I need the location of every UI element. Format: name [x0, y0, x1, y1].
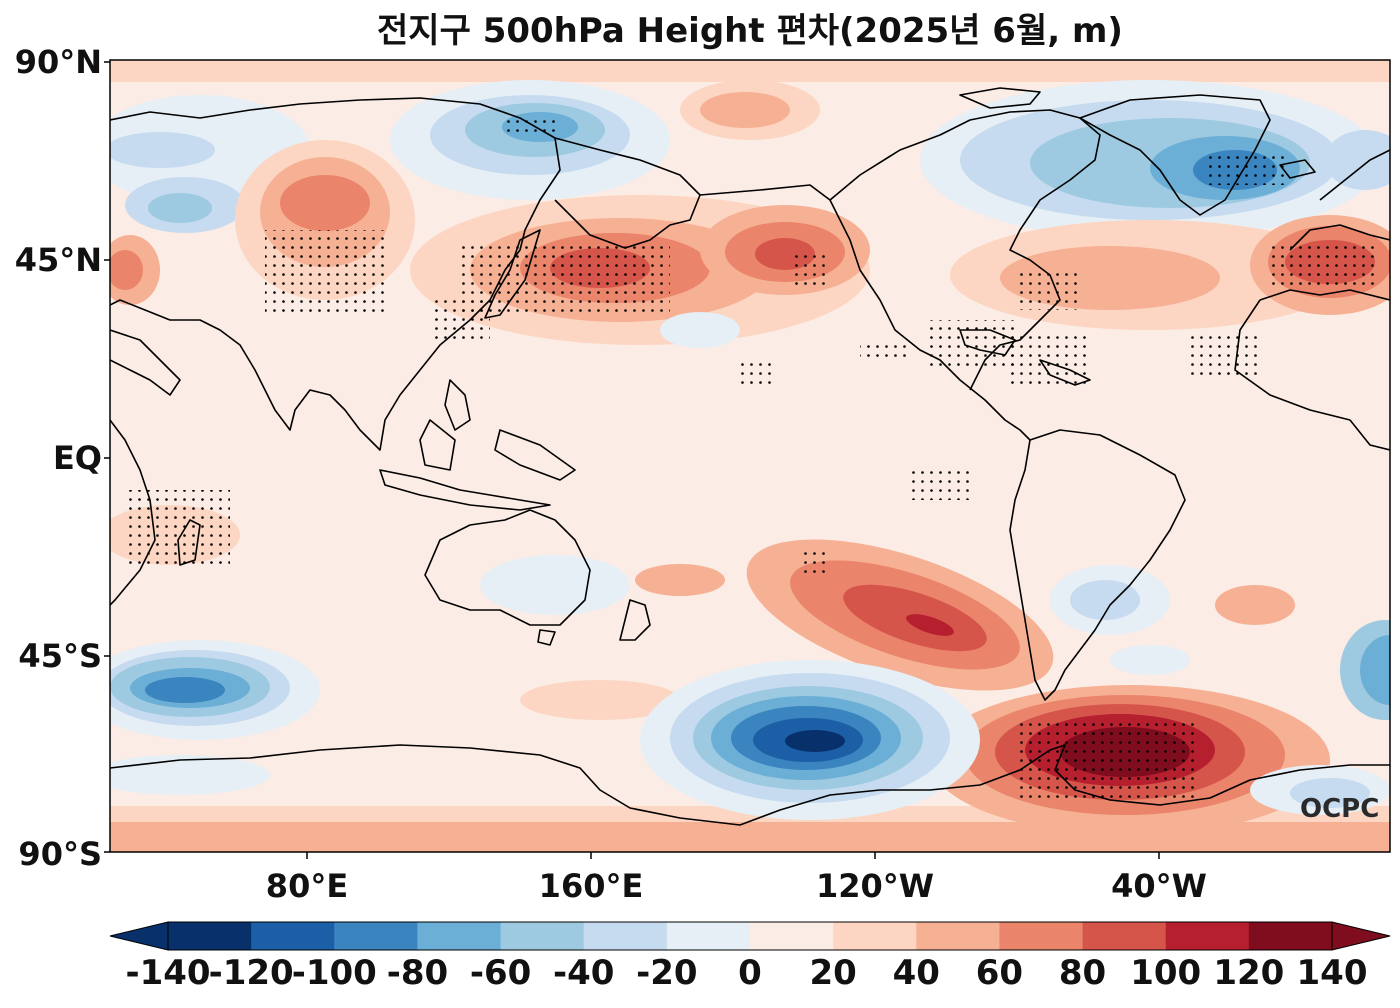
colorbar-segment: [750, 922, 834, 950]
coastlines: [110, 87, 1390, 826]
negative-anomaly-arctic: [390, 80, 670, 200]
colorbar-tick-label: 60: [975, 953, 1024, 993]
map-frame: [109, 59, 1391, 853]
colorbar-tick-label: 40: [892, 953, 940, 993]
colorbar-extend-high: [1331, 921, 1391, 951]
negative-anomaly-south-indian: [110, 620, 1390, 815]
lon-label-40w: 40°W: [1111, 867, 1207, 905]
colorbar-segment: [1082, 922, 1167, 950]
colorbar-segment: [833, 922, 917, 950]
colorbar-segment: [500, 922, 585, 950]
lat-label-90s: 90°S: [18, 835, 102, 873]
colorbar-tick-label: -100: [291, 953, 377, 993]
colorbar-segment: [583, 922, 668, 950]
colorbar-tick-label: -60: [469, 953, 532, 993]
colorbar-segment: [1248, 922, 1333, 950]
anomaly-field: [110, 60, 1390, 852]
colorbar-extend-low: [109, 921, 169, 951]
colorbar-segment: [916, 922, 1000, 950]
colorbar-tick-label: 20: [809, 953, 857, 993]
colorbar-tick-label: -120: [208, 953, 294, 993]
lat-label-45n: 45°N: [14, 241, 102, 279]
colorbar-segment: [1165, 922, 1250, 950]
colorbar-tick-label: 80: [1058, 953, 1107, 993]
ocpc-logo: OCPC: [1300, 794, 1380, 824]
colorbar-tick-label: 0: [738, 953, 762, 993]
colorbar-tick-label: -140: [125, 953, 211, 993]
axis-ticks: [104, 61, 1160, 859]
colorbar-tick-label: -20: [636, 953, 698, 993]
stippling: [125, 115, 1380, 800]
colorbar-segment: [251, 922, 335, 950]
negative-anomaly-south-pacific: [640, 660, 980, 820]
lon-label-120w: 120°W: [815, 867, 935, 905]
colorbar-segment: [334, 922, 418, 950]
colorbar: [109, 921, 1391, 951]
colorbar-segment: [417, 922, 502, 950]
map-title: 전지구 500hPa Height 편차(2025년 6월, m): [377, 11, 1123, 51]
colorbar-segment: [666, 922, 751, 950]
lat-label-90n: 90°N: [14, 43, 102, 81]
colorbar-tick-label: 120: [1213, 953, 1285, 993]
colorbar-tick-label: -80: [386, 953, 449, 993]
lon-label-80e: 80°E: [265, 867, 349, 905]
lat-label-45s: 45°S: [18, 637, 102, 675]
colorbar-tick-label: 140: [1296, 953, 1368, 993]
colorbar-segment: [999, 922, 1084, 950]
colorbar-segment: [168, 922, 252, 950]
lon-label-160e: 160°E: [538, 867, 644, 905]
colorbar-tick-label: 100: [1130, 953, 1202, 993]
lat-label-eq: EQ: [52, 439, 102, 477]
colorbar-tick-label: -40: [552, 953, 615, 993]
colorbar-frame: [167, 921, 1333, 951]
